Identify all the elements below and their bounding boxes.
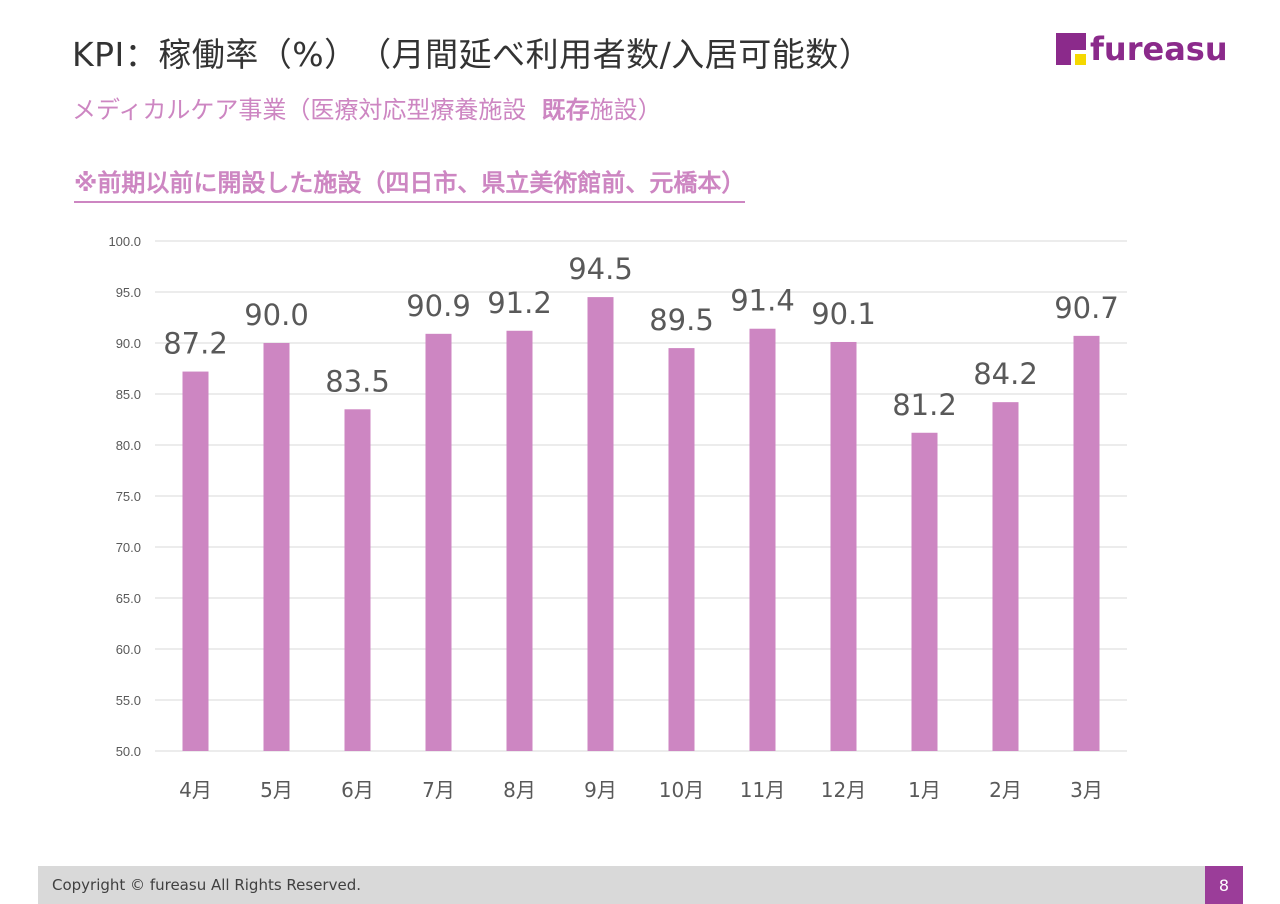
x-tick-label: 6月	[341, 778, 374, 802]
x-tick-label: 7月	[422, 778, 455, 802]
bar	[668, 348, 695, 751]
data-label: 90.9	[406, 289, 471, 323]
y-axis-ticks: 50.0 55.0 60.0 65.0 70.0 75.0 80.0 85.0 90.0 95.0…	[108, 234, 141, 759]
bar	[263, 343, 290, 751]
facility-note: ※前期以前に開設した施設（四日市、県立美術館前、元橋本）	[74, 163, 746, 203]
bar	[992, 402, 1019, 751]
bar	[749, 328, 776, 751]
y-tick-label: 75.0	[116, 489, 141, 504]
bar	[587, 297, 614, 751]
x-axis-ticks: 4月 5月 6月 7月 8月 9月 10月 11月 12月 1月 2月 3月	[179, 778, 1103, 802]
x-tick-label: 8月	[503, 778, 536, 802]
y-tick-label: 55.0	[116, 693, 141, 708]
x-tick-label: 10月	[659, 778, 704, 802]
subtitle-prefix: メディカルケア事業（医療対応型療養施設	[72, 96, 527, 124]
x-tick-label: 4月	[179, 778, 212, 802]
y-tick-label: 85.0	[116, 387, 141, 402]
chart-gridlines	[155, 240, 1127, 752]
bar	[506, 330, 533, 751]
footer-bar: Copyright © fureasu All Rights Reserved.…	[38, 866, 1243, 904]
data-label: 94.5	[568, 252, 633, 286]
y-tick-label: 70.0	[116, 540, 141, 555]
page-title: KPI：稼働率（%） （月間延べ利用者数/入居可能数）	[72, 35, 873, 74]
y-tick-label: 60.0	[116, 642, 141, 657]
subtitle-suffix: 施設）	[589, 96, 662, 124]
data-label: 83.5	[325, 364, 390, 398]
data-label: 84.2	[973, 357, 1038, 391]
y-tick-label: 50.0	[116, 744, 141, 759]
y-tick-label: 80.0	[116, 438, 141, 453]
logo-mark-icon	[1056, 33, 1086, 65]
bar	[182, 371, 209, 751]
logo-text: fureasu	[1090, 30, 1228, 68]
x-tick-label: 12月	[821, 778, 866, 802]
y-tick-label: 65.0	[116, 591, 141, 606]
x-tick-label: 5月	[260, 778, 293, 802]
x-tick-label: 9月	[584, 778, 617, 802]
copyright-text: Copyright © fureasu All Rights Reserved.	[52, 876, 361, 894]
chart-bars	[182, 297, 1100, 751]
bar	[425, 333, 452, 751]
x-tick-label: 3月	[1070, 778, 1103, 802]
data-label: 90.1	[811, 297, 876, 331]
data-label: 87.2	[163, 327, 228, 361]
bar	[1073, 335, 1100, 751]
x-tick-label: 2月	[989, 778, 1022, 802]
bar	[830, 341, 857, 751]
bar	[344, 409, 371, 751]
data-label: 90.7	[1054, 291, 1119, 325]
data-label: 89.5	[649, 303, 714, 337]
data-label: 91.4	[730, 284, 795, 318]
y-tick-label: 90.0	[116, 336, 141, 351]
bar	[911, 432, 938, 751]
logo: fureasu	[1056, 32, 1228, 66]
chart-data-labels: 87.2 90.0 83.5 90.9 91.2 94.5 89.5 91.4 90.1 81.2…	[163, 252, 1119, 422]
data-label: 90.0	[244, 298, 309, 332]
y-tick-label: 95.0	[116, 285, 141, 300]
data-label: 81.2	[892, 388, 957, 422]
x-tick-label: 11月	[740, 778, 785, 802]
occupancy-bar-chart: 50.0 55.0 60.0 65.0 70.0 75.0 80.0 85.0 90.0 95.0…	[108, 234, 1127, 802]
page-number: 8	[1205, 866, 1243, 904]
x-tick-label: 1月	[908, 778, 941, 802]
data-label: 91.2	[487, 286, 552, 320]
y-tick-label: 100.0	[108, 234, 141, 249]
subtitle-bold: 既存	[541, 96, 590, 124]
page-subtitle: メディカルケア事業（医療対応型療養施設 既存施設）	[72, 90, 662, 125]
